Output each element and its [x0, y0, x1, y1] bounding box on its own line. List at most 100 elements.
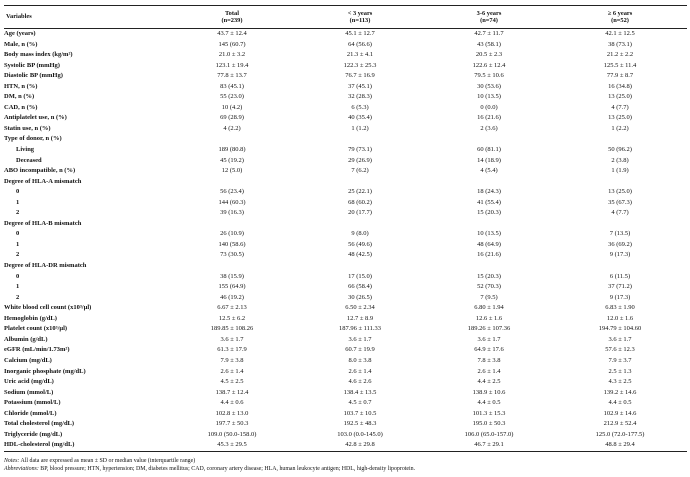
cell-3-6-years: 64.9 ± 17.6	[474, 346, 504, 354]
table-row: 0 38 (15.9) 17 (15.0) 15 (20.3) 6 (11.5)	[4, 272, 687, 283]
cell-over-6-years: 1 (1.9)	[611, 167, 629, 175]
table-row: Uric acid (mg/dL) 4.5 ± 2.5 4.6 ± 2.6 4.4 ±…	[4, 377, 687, 388]
cell-3-6-years: 12.6 ± 1.6	[475, 314, 503, 322]
cell-total: 197.7 ± 50.3	[215, 420, 249, 428]
cell-under-3-years: 66 (58.4)	[348, 283, 372, 291]
cell-over-6-years: 37 (71.2)	[608, 283, 632, 291]
cell-3-6-years: 2 (3.6)	[480, 124, 498, 132]
cell-total: 46 (19.2)	[220, 293, 244, 301]
cell-3-6-years: 195.0 ± 50.3	[472, 420, 506, 428]
cell-3-6-years	[425, 261, 553, 272]
table-row: Platelet count (x10³/µl) 189.85 ± 108.26 1…	[4, 324, 687, 335]
cell-over-6-years: 102.9 ± 14.6	[603, 409, 637, 417]
cell-under-3-years: 103.7 ± 10.5	[343, 409, 377, 417]
cell-3-6-years: 52 (70.3)	[477, 283, 501, 291]
cell-under-3-years: 40 (35.4)	[348, 114, 372, 122]
cell-total: 145 (60.7)	[218, 40, 246, 48]
cell-total	[169, 261, 295, 272]
cell-over-6-years: 12.0 ± 1.6	[606, 314, 634, 322]
cell-under-3-years: 17 (15.0)	[348, 272, 372, 280]
cell-under-3-years: 122.3 ± 25.3	[343, 61, 377, 69]
cell-over-6-years: 50 (96.2)	[608, 146, 632, 154]
row-label: Total cholesterol (mg/dL)	[4, 420, 75, 428]
row-label: 1	[16, 198, 20, 206]
table-row: Statin use, n (%) 4 (2.2) 1 (1.2) 2 (3.6) 1 …	[4, 124, 687, 135]
row-label: 2	[16, 251, 20, 259]
cell-3-6-years: 2.6 ± 1.4	[477, 367, 501, 375]
cell-total: 61.3 ± 17.9	[217, 346, 247, 354]
row-label: Degree of HLA-DR mismatch	[4, 262, 87, 270]
row-label: Sodium (mmol/L)	[4, 388, 54, 396]
table-row: Body mass index (kg/m²) 21.0 ± 3.2 21.3 ± …	[4, 50, 687, 61]
cell-over-6-years	[553, 261, 687, 272]
cell-3-6-years: 138.9 ± 10.6	[472, 388, 506, 396]
baseline-characteristics-table: Variables Total (n=239) < 3 years (n=113) …	[4, 5, 687, 452]
cell-under-3-years: 192.5 ± 48.3	[343, 420, 377, 428]
cell-total: 102.8 ± 13.0	[215, 409, 249, 417]
table-row: Deceased 45 (19.2) 29 (26.9) 14 (18.9) 2 (3.…	[4, 156, 687, 167]
cell-total: 73 (30.5)	[220, 251, 244, 259]
cell-3-6-years: 46.7 ± 29.1	[474, 441, 504, 449]
cell-total: 38 (15.9)	[220, 272, 244, 280]
cell-under-3-years	[295, 261, 425, 272]
cell-under-3-years	[295, 177, 425, 188]
cell-total: 3.6 ± 1.7	[220, 335, 244, 343]
cell-3-6-years: 79.5 ± 10.6	[474, 72, 504, 80]
cell-over-6-years	[553, 134, 687, 145]
table-row: Triglyceride (mg/dL) 109.0 (50.0-158.0) 10…	[4, 430, 687, 441]
row-label: Uric acid (mg/dL)	[4, 378, 54, 386]
cell-over-6-years: 4.3 ± 2.5	[608, 378, 632, 386]
cell-total: 123.1 ± 19.4	[215, 61, 249, 69]
cell-under-3-years: 138.4 ± 13.5	[343, 388, 377, 396]
table-row: 1 155 (64.9) 66 (58.4) 52 (70.3) 37 (71.2)	[4, 282, 687, 293]
cell-over-6-years: 4 (7.7)	[611, 209, 629, 217]
row-label: Age (years)	[4, 30, 36, 37]
cell-total: 109.0 (50.0-158.0)	[207, 430, 257, 438]
table-row: Degree of HLA-B mismatch	[4, 219, 687, 230]
cell-3-6-years: 43 (58.1)	[477, 40, 501, 48]
row-label: DM, n (%)	[4, 93, 35, 101]
row-label: Diastolic BP (mmHg)	[4, 72, 63, 80]
row-label: Male, n (%)	[4, 40, 38, 48]
cell-under-3-years: 20 (17.7)	[348, 209, 372, 217]
abbreviations-line: Abbreviations: BP, blood pressure; HTN, …	[4, 466, 416, 472]
table-row: Diastolic BP (mmHg) 77.8 ± 13.7 76.7 ± 16.…	[4, 71, 687, 82]
cell-3-6-years	[425, 134, 553, 145]
cell-total: 10 (4.2)	[221, 103, 243, 111]
cell-over-6-years: 13 (25.0)	[608, 93, 632, 101]
cell-3-6-years: 41 (55.4)	[477, 198, 501, 206]
cell-total: 55 (23.0)	[220, 93, 244, 101]
cell-under-3-years: 187.96 ± 111.33	[338, 325, 382, 333]
table-row: CAD, n (%) 10 (4.2) 6 (5.3) 0 (0.0) 4 (7.7)	[4, 103, 687, 114]
table-row: Age (years) 43.7 ± 12.4 45.1 ± 12.7 42.7 ± …	[4, 29, 687, 40]
cell-over-6-years: 48.8 ± 29.4	[605, 441, 635, 449]
cell-over-6-years: 7.9 ± 3.7	[608, 356, 632, 364]
row-label: Living	[16, 146, 35, 154]
table-row: 2 73 (30.5) 48 (42.5) 16 (21.6) 9 (17.3)	[4, 250, 687, 261]
cell-under-3-years: 7 (6.2)	[351, 167, 369, 175]
table-row: White blood cell count (x10³/µl) 6.67 ± 2…	[4, 303, 687, 314]
cell-3-6-years: 16 (21.6)	[477, 251, 501, 259]
cell-over-6-years: 212.9 ± 52.4	[603, 420, 637, 428]
cell-total: 69 (28.9)	[220, 114, 244, 122]
cell-under-3-years: 12.7 ± 8.9	[346, 314, 374, 322]
cell-total: 39 (16.3)	[220, 209, 244, 217]
row-label: 2	[16, 209, 20, 217]
header-total: Total (n=239)	[221, 9, 243, 24]
cell-over-6-years: 4.4 ± 0.5	[608, 399, 632, 407]
cell-3-6-years: 60 (81.1)	[477, 146, 501, 154]
cell-over-6-years: 125.5 ± 11.4	[603, 61, 637, 69]
cell-total: 2.6 ± 1.4	[220, 367, 244, 375]
cell-total: 138.7 ± 12.4	[215, 388, 249, 396]
cell-under-3-years: 45.1 ± 12.7	[345, 30, 375, 37]
row-label: HDL-cholesterol (mg/dL)	[4, 441, 75, 449]
cell-total: 43.7 ± 12.4	[217, 30, 247, 37]
cell-3-6-years: 10 (13.5)	[477, 93, 501, 101]
cell-3-6-years: 20.5 ± 2.3	[475, 51, 503, 59]
row-label: eGFR (mL/min/1.73m²)	[4, 346, 70, 354]
row-label: Chloride (mmol/L)	[4, 409, 57, 417]
cell-3-6-years: 7.8 ± 3.8	[477, 356, 501, 364]
cell-total: 4.4 ± 0.6	[220, 399, 244, 407]
table-row: Sodium (mmol/L) 138.7 ± 12.4 138.4 ± 13.5 1…	[4, 388, 687, 399]
cell-over-6-years: 35 (67.3)	[608, 198, 632, 206]
